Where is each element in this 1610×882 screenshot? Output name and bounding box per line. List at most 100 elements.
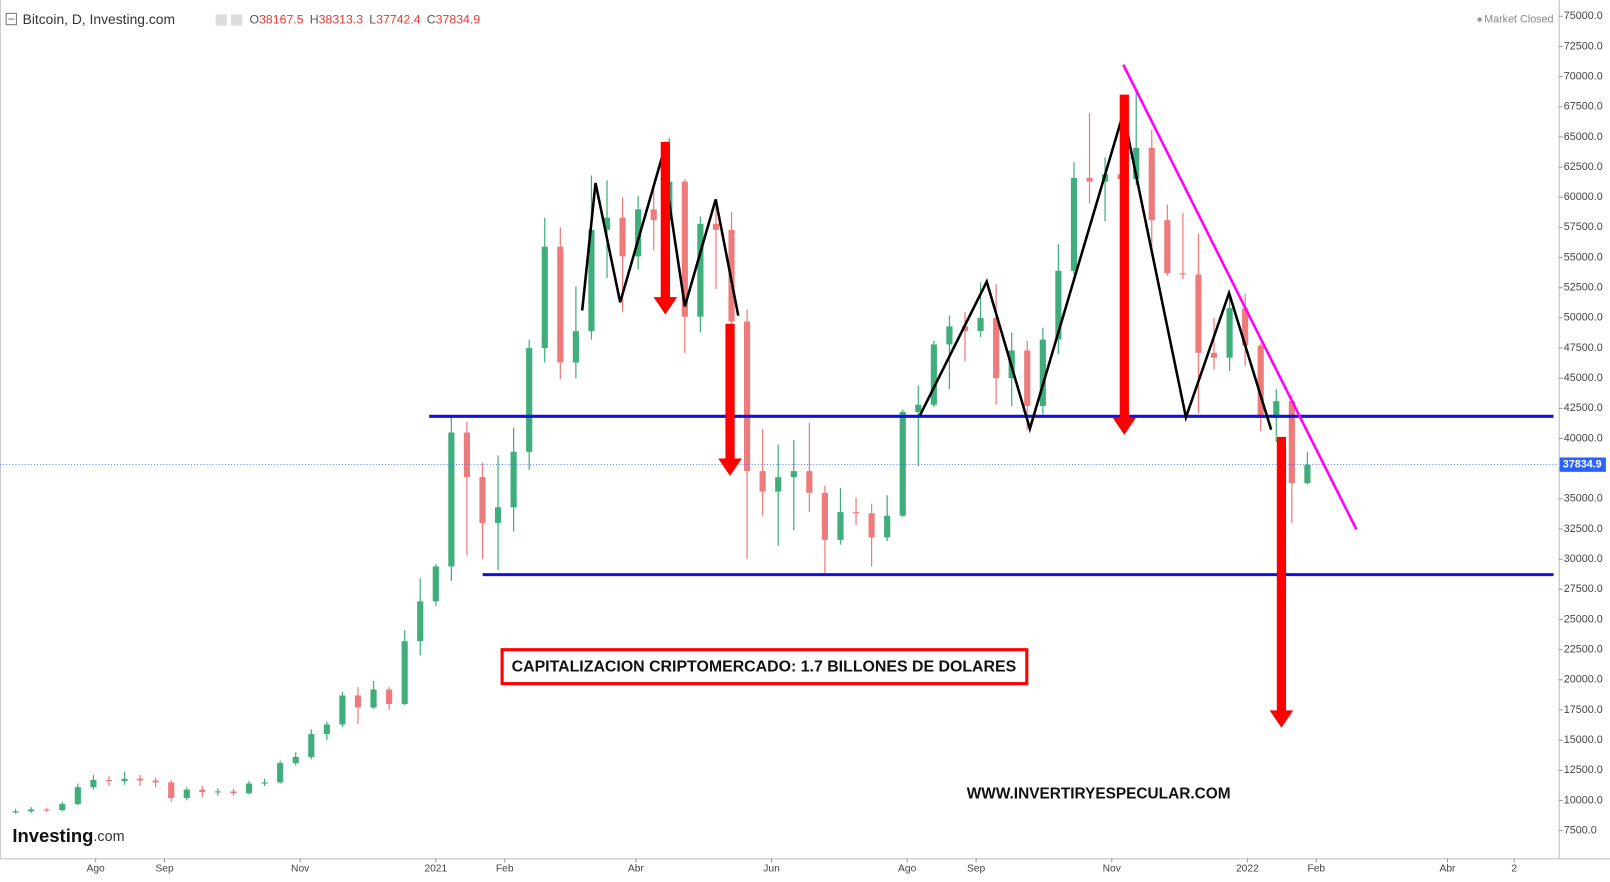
candle-body <box>292 757 299 764</box>
y-tick-label: 7500.0 <box>1564 824 1597 836</box>
y-tick-label: 70000.0 <box>1564 70 1603 82</box>
candle-body <box>12 811 19 813</box>
logo: Investing.com <box>12 825 124 846</box>
x-tick-label: 2 <box>1511 863 1517 874</box>
y-tick-label: 17500.0 <box>1564 704 1603 716</box>
header-icon[interactable] <box>231 14 243 26</box>
y-tick-label: 52500.0 <box>1564 282 1603 294</box>
candle-body <box>1133 147 1140 180</box>
down-arrow <box>1112 94 1137 435</box>
symbol-title: Bitcoin, D, Investing.com <box>23 11 175 27</box>
candle-body <box>588 229 595 332</box>
y-tick-label: 32500.0 <box>1564 523 1603 535</box>
candle-body <box>386 689 393 704</box>
candle-body <box>1055 270 1062 340</box>
candle-body <box>370 689 377 708</box>
candle-body <box>323 724 330 735</box>
candle-body <box>1179 273 1186 275</box>
candle-body <box>261 782 268 784</box>
y-tick-label: 15000.0 <box>1564 734 1603 746</box>
candle-body <box>245 783 253 794</box>
candle-body <box>1039 339 1046 406</box>
candle-body <box>105 779 113 782</box>
candle-body <box>90 779 97 788</box>
annotation-box <box>500 648 1029 686</box>
candle-body <box>635 209 642 257</box>
y-tick-label: 25000.0 <box>1564 613 1603 625</box>
candle-body <box>977 317 984 332</box>
candle-body <box>884 515 891 538</box>
down-arrow <box>1269 436 1294 728</box>
candle-body <box>541 246 548 349</box>
candle-body <box>28 809 35 812</box>
candle-body <box>59 804 66 811</box>
x-tick-label: Feb <box>1307 863 1325 874</box>
y-tick-label: 57500.0 <box>1564 221 1603 233</box>
candle-body <box>1210 352 1218 358</box>
candle-body <box>417 601 424 642</box>
candle-body <box>1070 177 1078 271</box>
candle-body <box>557 246 564 363</box>
candle-body <box>1086 177 1093 182</box>
header-icon[interactable] <box>215 14 227 26</box>
y-tick-label: 20000.0 <box>1564 674 1603 686</box>
candle-body <box>650 209 657 221</box>
market-status: Market Closed <box>1484 13 1553 25</box>
candle-body <box>1148 147 1155 221</box>
y-tick-label: 45000.0 <box>1564 372 1603 384</box>
logo-suffix: .com <box>93 829 124 845</box>
candle-body <box>510 451 517 508</box>
candle-body <box>1226 308 1233 358</box>
candle-body <box>619 217 626 257</box>
logo-brand: Investing <box>12 825 93 846</box>
drawings: CAPITALIZACION CRIPTOMERCADO: 1.7 BILLON… <box>429 64 1554 803</box>
candle-body <box>526 348 533 452</box>
y-tick-label: 30000.0 <box>1564 553 1603 565</box>
candle-body <box>214 791 221 793</box>
y-tick-label: 12500.0 <box>1564 764 1603 776</box>
candle-body <box>1195 274 1202 353</box>
x-tick-label: Ago <box>86 863 105 874</box>
candle-body <box>712 223 720 230</box>
candle-body <box>199 789 206 793</box>
y-tick-label: 40000.0 <box>1564 432 1603 444</box>
last-price-tag <box>1559 457 1606 472</box>
last-price-label: 37834.9 <box>1563 458 1602 470</box>
x-tick-label: 2021 <box>424 863 447 874</box>
ohlc-value: 37834.9 <box>436 13 481 27</box>
candle-body <box>230 791 237 794</box>
ohlc-label: C <box>427 13 436 27</box>
candle-body <box>697 223 704 317</box>
candle-body <box>354 695 362 708</box>
candle-body <box>572 331 579 363</box>
candle-body <box>1273 401 1280 419</box>
candle-body <box>136 778 144 781</box>
candle-body <box>1242 308 1249 346</box>
candle-body <box>899 411 906 516</box>
y-tick-label: 50000.0 <box>1564 312 1603 324</box>
candle-body <box>806 471 813 493</box>
x-tick-label: Ago <box>898 863 917 874</box>
candle-body <box>463 432 471 478</box>
down-arrow <box>653 141 678 315</box>
candle-body <box>448 432 455 567</box>
trend-line <box>1122 64 1358 530</box>
candle-body <box>915 404 922 412</box>
candle-body <box>43 809 50 811</box>
candle-body <box>168 782 175 799</box>
y-tick-label: 55000.0 <box>1564 251 1603 263</box>
x-tick-label: Sep <box>155 863 174 874</box>
ohlc-label: H <box>310 13 319 27</box>
candle-body <box>759 471 766 492</box>
collapse-icon[interactable] <box>5 12 17 26</box>
candle-body <box>1288 401 1295 484</box>
candle-body <box>852 512 860 514</box>
candle-body <box>837 512 844 540</box>
candle-body <box>993 317 1000 379</box>
y-tick-label: 42500.0 <box>1564 402 1603 414</box>
status-dot <box>1477 17 1482 22</box>
x-tick-label: Feb <box>496 863 514 874</box>
y-tick-label: 10000.0 <box>1564 794 1603 806</box>
y-tick-label: 67500.0 <box>1564 101 1603 113</box>
